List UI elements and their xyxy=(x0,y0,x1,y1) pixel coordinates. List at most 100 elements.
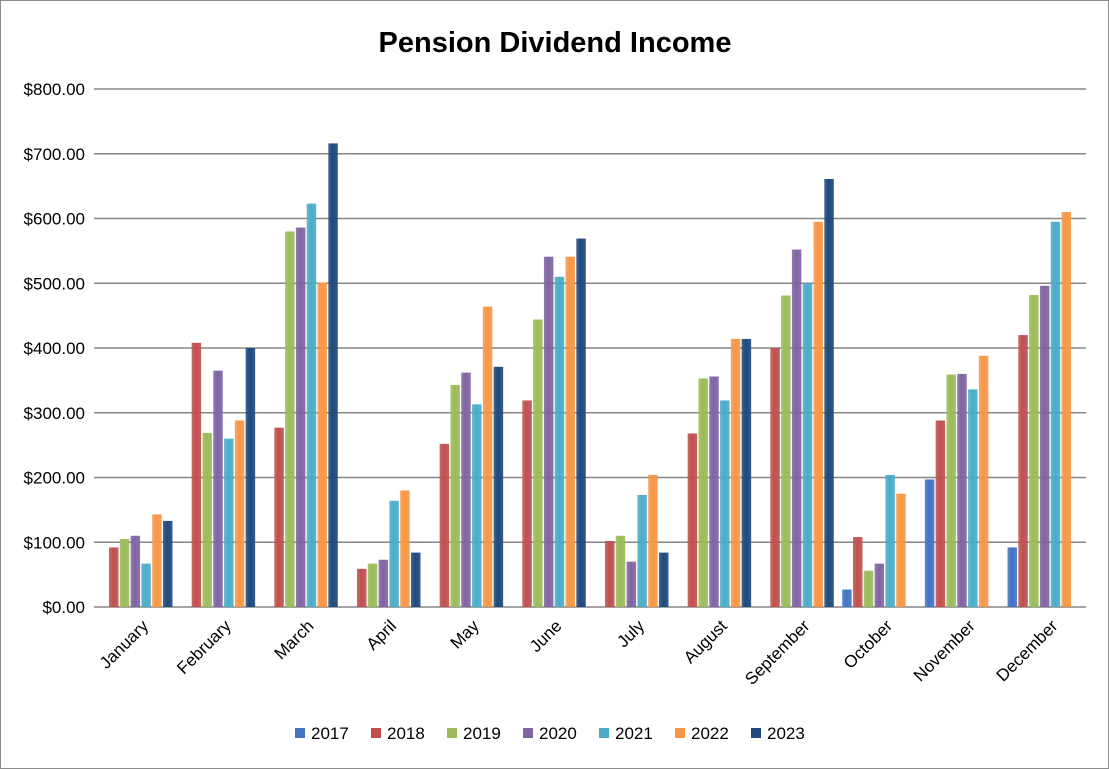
bar-2023-january xyxy=(162,520,173,607)
bar-2020-january xyxy=(130,535,141,607)
bar-2023-may xyxy=(493,366,504,607)
x-tick-label: April xyxy=(363,616,400,653)
x-tick-label: May xyxy=(447,616,483,652)
legend-label-2021: 2021 xyxy=(615,724,653,743)
bar-2020-august xyxy=(709,376,719,607)
bar-2019-october xyxy=(863,570,874,607)
legend-label-2018: 2018 xyxy=(387,724,425,743)
bar-2020-december xyxy=(1039,285,1050,607)
y-tick-label: $0.00 xyxy=(42,598,85,617)
bar-2018-october xyxy=(852,537,863,607)
bar-2018-march xyxy=(274,427,284,607)
bar-2021-august xyxy=(720,400,730,607)
bar-2017-october xyxy=(842,589,852,607)
legend-label-2019: 2019 xyxy=(463,724,501,743)
bar-2019-december xyxy=(1029,294,1039,607)
y-tick-label: $800.00 xyxy=(24,80,85,99)
bar-2018-july xyxy=(604,540,615,607)
bar-2019-january xyxy=(119,539,130,607)
bar-2017-december xyxy=(1007,547,1018,607)
x-tick-label: December xyxy=(993,616,1062,685)
bar-2022-october xyxy=(896,493,906,607)
legend-swatch-2021 xyxy=(599,728,609,738)
legend-label-2023: 2023 xyxy=(767,724,805,743)
legend-swatch-2022 xyxy=(675,728,685,738)
y-axis-labels: $0.00 $100.00 $200.00 $300.00 $400.00 $500.00… xyxy=(24,80,85,617)
bar-2020-october xyxy=(874,563,885,607)
x-tick-label: July xyxy=(613,616,648,651)
bar-2022-april xyxy=(400,490,410,607)
bar-2021-march xyxy=(306,203,317,608)
bar-2020-july xyxy=(626,561,637,607)
bar-2020-may xyxy=(461,372,471,607)
bar-2018-november xyxy=(935,420,946,607)
bar-2022-may xyxy=(482,306,493,607)
bar-2020-june xyxy=(543,256,554,607)
chart-title: Pension Dividend Income xyxy=(379,27,732,59)
bar-2021-may xyxy=(472,404,482,607)
y-tick-label: $400.00 xyxy=(24,339,85,358)
legend-swatch-2023 xyxy=(751,728,761,738)
bar-2018-june xyxy=(522,400,532,607)
legend: 2017 2018 2019 2020 2021 2022 2023 xyxy=(295,724,805,743)
bar-2023-june xyxy=(576,238,586,607)
bar-2018-january xyxy=(108,547,119,607)
bar-2018-september xyxy=(770,348,780,607)
bar-2017-november xyxy=(924,479,935,607)
x-tick-label: February xyxy=(173,616,235,678)
bar-2021-february xyxy=(224,438,234,607)
bar-2020-april xyxy=(378,559,389,607)
bar-2022-january xyxy=(152,514,162,607)
x-tick-label: August xyxy=(680,616,731,667)
bar-2023-september xyxy=(824,179,834,607)
x-tick-label: June xyxy=(526,616,566,656)
bars xyxy=(108,143,1072,608)
y-tick-label: $500.00 xyxy=(24,274,85,293)
y-tick-label: $100.00 xyxy=(24,533,85,552)
bar-2023-july xyxy=(658,552,669,607)
legend-swatch-2017 xyxy=(295,728,305,738)
y-tick-label: $600.00 xyxy=(24,210,85,229)
legend-label-2020: 2020 xyxy=(539,724,577,743)
bar-2022-july xyxy=(648,474,658,607)
bar-2018-february xyxy=(191,342,202,607)
bar-2018-august xyxy=(687,433,698,607)
gridlines xyxy=(94,88,1086,608)
bar-2020-november xyxy=(957,373,967,607)
y-tick-label: $300.00 xyxy=(24,404,85,423)
x-tick-label: November xyxy=(910,616,979,685)
bar-2019-april xyxy=(367,563,378,607)
bar-2021-january xyxy=(141,563,151,607)
bar-2021-december xyxy=(1050,221,1061,608)
bar-2022-august xyxy=(730,338,741,607)
bar-2023-february xyxy=(245,348,256,607)
bar-2019-may xyxy=(450,384,460,607)
bar-2021-april xyxy=(389,500,399,607)
bar-2020-september xyxy=(791,249,802,607)
bar-2020-march xyxy=(295,227,306,607)
bar-2020-february xyxy=(213,370,223,607)
bar-2021-october xyxy=(885,474,895,607)
bar-2022-february xyxy=(234,420,245,607)
bar-2019-july xyxy=(615,535,626,607)
bar-2019-june xyxy=(533,319,543,607)
bar-2022-november xyxy=(978,355,989,607)
legend-label-2022: 2022 xyxy=(691,724,729,743)
x-tick-label: January xyxy=(96,616,153,673)
bar-2022-september xyxy=(813,221,824,608)
legend-swatch-2019 xyxy=(447,728,457,738)
bar-2019-august xyxy=(698,378,708,607)
y-tick-label: $700.00 xyxy=(24,145,85,164)
legend-label-2017: 2017 xyxy=(311,724,349,743)
bar-2022-june xyxy=(565,256,576,607)
bar-2021-september xyxy=(802,283,813,607)
bar-2019-february xyxy=(202,432,212,607)
bar-2022-december xyxy=(1061,212,1072,607)
x-tick-label: March xyxy=(271,616,318,663)
bar-2023-march xyxy=(328,143,338,607)
bar-2019-september xyxy=(781,295,791,607)
y-tick-label: $200.00 xyxy=(24,469,85,488)
x-tick-label: September xyxy=(741,616,813,688)
